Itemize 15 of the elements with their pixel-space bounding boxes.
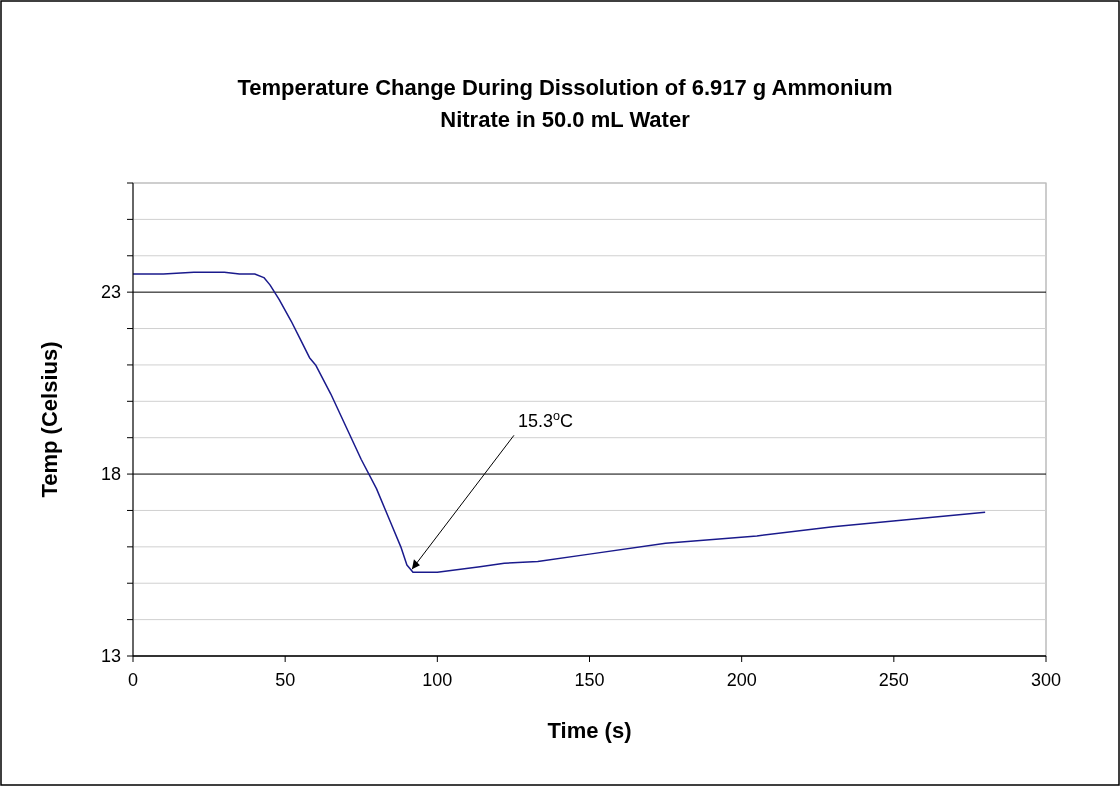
x-tick-label: 300 [1030,670,1062,690]
y-axis-title: Temp (Celsius) [37,341,62,498]
x-tick-label: 100 [422,670,453,690]
x-tick-label: 200 [726,670,757,690]
annotation: 15.3$^{o}$C [517,409,574,432]
x-axis-title: Time (s) [547,718,632,743]
x-tick-label: 0 [127,670,139,690]
y-tick-label: 13 [100,646,121,667]
x-tick-label: 250 [878,670,909,690]
x-tick-label: 50 [275,670,296,690]
chart-title: Temperature Change During Dissolution of 6.917 g Ammonium Nitrate in 50.0 mL Water [237,75,893,132]
line-series [132,271,986,574]
x-tick-label: 150 [574,670,605,690]
y-tick-label: 23 [100,282,121,303]
y-tick-label: 18 [100,464,121,485]
